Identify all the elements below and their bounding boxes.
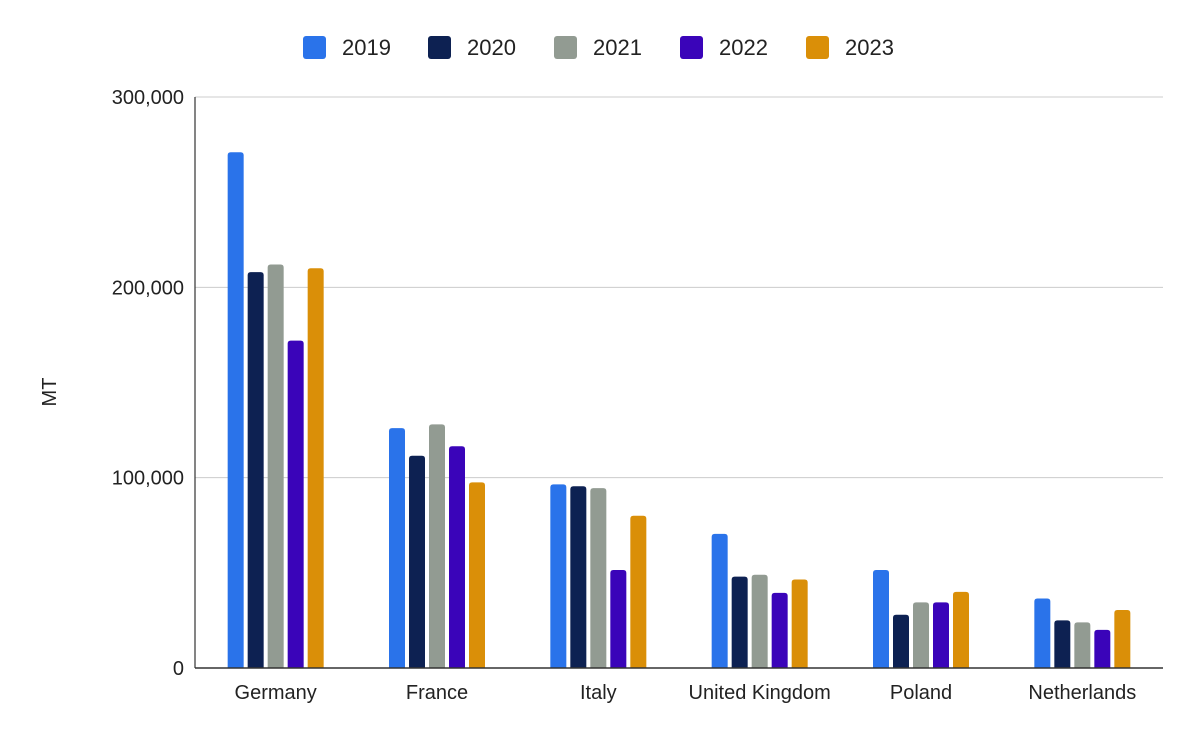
y-tick-label: 100,000: [112, 468, 184, 490]
chart-legend: 2019 2020 2021 2022 2023: [303, 35, 894, 60]
bar-2023-poland: [953, 591, 969, 668]
bar-2019-united-kingdom: [711, 533, 728, 668]
x-tick-label: Italy: [580, 682, 617, 704]
gridlines: [195, 96, 1163, 479]
bar-2022-netherlands: [1094, 629, 1111, 668]
bar-2021-france: [429, 424, 445, 668]
bar-2020-poland: [893, 614, 909, 668]
bar-2023-germany: [307, 268, 324, 668]
bar-2020-united-kingdom: [731, 576, 748, 668]
bar-2022-poland: [933, 602, 949, 668]
bar-2019-germany: [227, 152, 244, 669]
bar-2021-germany: [267, 264, 284, 668]
bar-2019-poland: [873, 569, 889, 668]
y-tick-label: 200,000: [112, 277, 184, 299]
bar-2023-france: [469, 482, 485, 668]
bar-2020-italy: [570, 486, 587, 668]
bar-2022-france: [449, 446, 465, 668]
legend-label: 2021: [593, 35, 642, 60]
bar-2023-united-kingdom: [791, 579, 808, 668]
x-tick-label: United Kingdom: [689, 682, 831, 704]
bars: [227, 152, 1131, 669]
bar-2022-italy: [610, 569, 627, 668]
bar-2023-italy: [630, 515, 647, 668]
x-tick-label: Netherlands: [1028, 682, 1136, 704]
legend-swatch-2019: [303, 36, 326, 59]
x-tick-label: France: [406, 682, 468, 704]
legend-label: 2019: [342, 35, 391, 60]
bar-2021-united-kingdom: [751, 574, 768, 668]
y-axis-label: MT: [39, 378, 61, 407]
legend-swatch-2023: [806, 36, 829, 59]
bar-2022-germany: [287, 340, 304, 668]
legend-label: 2023: [845, 35, 894, 60]
legend-label: 2020: [467, 35, 516, 60]
x-tick-label: Poland: [890, 682, 952, 704]
bar-2019-france: [389, 428, 405, 668]
bar-2020-netherlands: [1054, 620, 1071, 668]
bar-2020-germany: [247, 272, 264, 668]
bar-2023-netherlands: [1114, 609, 1131, 668]
bar-2020-france: [409, 455, 425, 668]
bar-2021-poland: [913, 602, 929, 668]
x-axis-ticks: Germany France Italy United Kingdom Poland Ne…: [235, 682, 1137, 704]
legend-swatch-2021: [554, 36, 577, 59]
legend-label: 2022: [719, 35, 768, 60]
y-tick-label: 300,000: [112, 87, 184, 109]
bar-2019-netherlands: [1034, 598, 1051, 668]
bar-2021-italy: [590, 488, 607, 668]
x-tick-label: Germany: [235, 682, 317, 704]
axes: [194, 97, 1163, 669]
bar-2019-italy: [550, 484, 567, 668]
bar-2022-united-kingdom: [771, 592, 788, 668]
y-tick-label: 0: [173, 658, 184, 680]
y-axis-ticks: 0 100,000 200,000 300,000: [112, 87, 184, 680]
legend-swatch-2022: [680, 36, 703, 59]
legend-swatch-2020: [428, 36, 451, 59]
bar-2021-netherlands: [1074, 622, 1091, 668]
